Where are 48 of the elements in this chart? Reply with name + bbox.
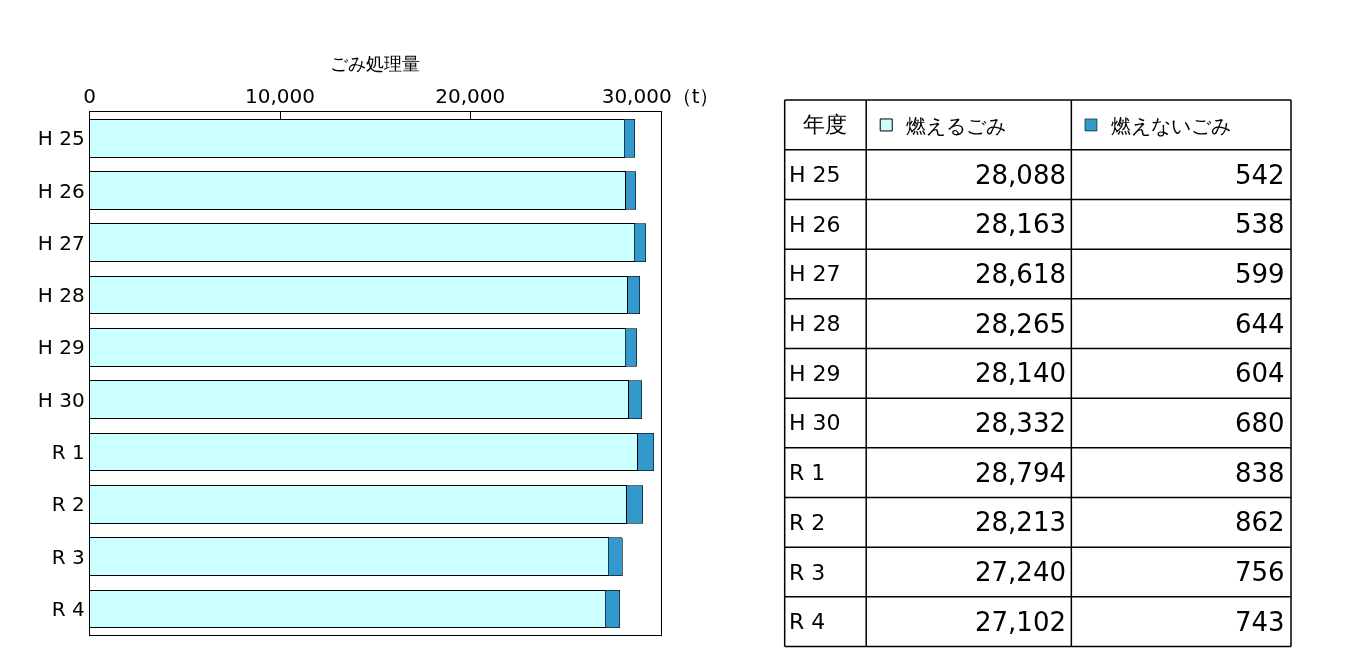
y-tick-label: R 4 <box>51 597 85 621</box>
data-label: 862 <box>1235 507 1285 537</box>
data-label: 28,088 <box>975 160 1066 190</box>
data-label: 28,794 <box>975 458 1066 488</box>
data-label: 644 <box>1235 309 1285 339</box>
category-label: H 27 <box>789 261 841 286</box>
data-label: 28,163 <box>975 209 1066 239</box>
y-tick-label: R 3 <box>51 544 85 569</box>
category-label: H 28 <box>789 311 841 336</box>
category-label: R 2 <box>789 510 826 535</box>
category-label: H 26 <box>789 212 841 237</box>
x-tick-label: 30,000（t） <box>601 84 720 109</box>
y-tick-label: H 26 <box>37 178 85 203</box>
y-tick-label: H 25 <box>37 126 85 151</box>
y-tick-label: H 30 <box>37 387 85 412</box>
legend-label: 燃えないごみ <box>1110 113 1231 138</box>
data-label: 680 <box>1235 408 1285 438</box>
data-label: 604 <box>1235 358 1285 388</box>
data-label: 538 <box>1235 209 1285 239</box>
data-label: 28,618 <box>975 259 1066 289</box>
data-label: 28,140 <box>975 358 1066 388</box>
data-label: 743 <box>1235 607 1285 637</box>
data-label: 28,265 <box>975 309 1066 339</box>
y-tick-label: H 27 <box>37 230 85 255</box>
y-tick-label: H 29 <box>37 335 85 360</box>
category-label: H 29 <box>789 361 841 386</box>
x-tick-label: 10,000 <box>245 84 315 109</box>
category-label: R 4 <box>789 609 826 634</box>
category-label: R 1 <box>789 460 826 485</box>
data-label: 28,332 <box>975 408 1066 438</box>
category-label: H 30 <box>789 410 841 435</box>
x-axis-title: ごみ処理量 <box>330 53 421 75</box>
category-label: H 25 <box>789 162 841 187</box>
y-tick-label: H 28 <box>37 283 85 308</box>
legend-label: 燃えるごみ <box>906 113 1007 138</box>
data-label: 28,213 <box>975 507 1066 537</box>
y-tick-label: R 2 <box>51 492 85 517</box>
data-label: 27,240 <box>975 557 1066 587</box>
x-tick-label: 20,000 <box>435 84 506 109</box>
y-tick-label: R 1 <box>51 440 85 465</box>
x-tick-label: 0 <box>83 84 97 109</box>
data-label: 542 <box>1235 160 1285 190</box>
data-label: 599 <box>1235 259 1285 289</box>
data-label: 756 <box>1235 557 1285 587</box>
data-label: 27,102 <box>975 607 1066 637</box>
text: 年度 <box>803 112 847 137</box>
data-label: 838 <box>1235 458 1285 488</box>
category-label: R 3 <box>789 560 826 585</box>
